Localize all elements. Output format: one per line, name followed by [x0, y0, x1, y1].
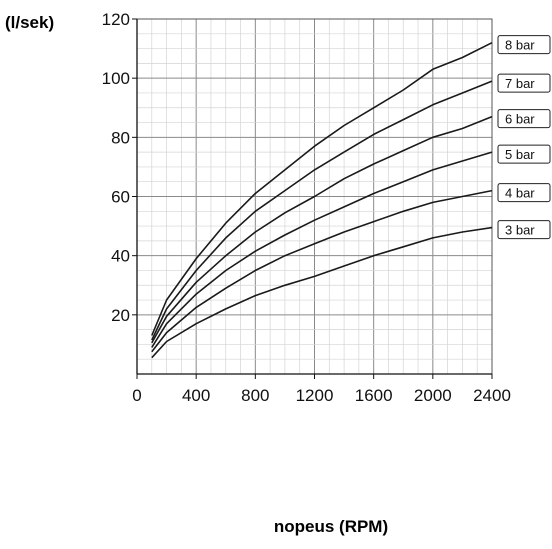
y-axis-label: (l/sek) — [5, 13, 54, 32]
axes — [132, 18, 493, 379]
legend-label: 3 bar — [505, 223, 535, 238]
legend-box — [497, 35, 551, 55]
legend-label: 8 bar — [505, 38, 535, 53]
x-tick-label: 2400 — [473, 386, 511, 405]
legend-label: 6 bar — [505, 112, 535, 127]
legend: 8 bar 7 bar 6 bar 5 bar 4 bar 3 bar — [497, 35, 551, 240]
x-tick-labels: 0 400 800 1200 1600 2000 2400 — [132, 386, 511, 405]
legend-box — [497, 183, 551, 203]
legend-box — [497, 144, 551, 164]
x-tick-label: 400 — [182, 386, 210, 405]
y-tick-label: 20 — [111, 306, 130, 325]
legend-entry-8-bar: 8 bar — [497, 35, 551, 55]
y-tick-label: 120 — [102, 10, 130, 29]
y-tick-labels: 20 40 60 80 100 120 — [102, 10, 130, 325]
legend-label: 4 bar — [505, 186, 535, 201]
legend-entry-4-bar: 4 bar — [497, 183, 551, 203]
legend-entry-6-bar: 6 bar — [497, 109, 551, 129]
y-tick-label: 80 — [111, 128, 130, 147]
y-tick-label: 60 — [111, 188, 130, 207]
legend-entry-3-bar: 3 bar — [497, 220, 551, 240]
series-lines — [151, 41, 493, 359]
series-line-6-bar — [151, 115, 493, 344]
x-tick-label: 0 — [132, 386, 141, 405]
legend-box — [497, 220, 551, 240]
series-line-5-bar — [151, 151, 493, 348]
series-line-3-bar — [151, 226, 493, 359]
y-tick-label: 40 — [111, 247, 130, 266]
legend-entry-7-bar: 7 bar — [497, 73, 551, 93]
x-tick-label: 1600 — [355, 386, 393, 405]
legend-box — [497, 109, 551, 129]
legend-label: 5 bar — [505, 147, 535, 162]
series-line-8-bar — [151, 41, 493, 336]
x-tick-label: 2000 — [414, 386, 452, 405]
legend-box — [497, 73, 551, 93]
x-tick-label: 800 — [241, 386, 269, 405]
legend-entry-5-bar: 5 bar — [497, 144, 551, 164]
legend-label: 7 bar — [505, 76, 535, 91]
x-tick-label: 1200 — [296, 386, 334, 405]
x-axis-label: nopeus (RPM) — [274, 517, 388, 536]
y-tick-label: 100 — [102, 69, 130, 88]
series-line-4-bar — [151, 189, 493, 353]
series-line-7-bar — [151, 80, 493, 341]
